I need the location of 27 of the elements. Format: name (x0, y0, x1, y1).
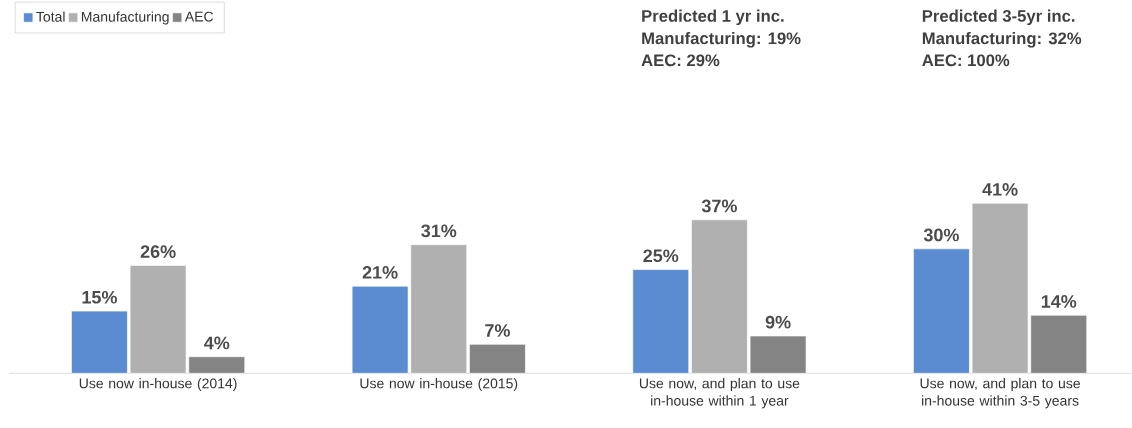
data-label: 37% (701, 199, 737, 213)
text: Manufacturing: 32% (922, 31, 1082, 48)
x-tick-label: Use now in-house (2014) (79, 378, 237, 392)
data-label: 7% (485, 324, 510, 337)
data-label: 31% (421, 224, 457, 238)
text: AEC: 100% (922, 54, 1010, 67)
text: AEC: 29% (641, 54, 720, 67)
x-tick-label: Use now in-house (2015) (360, 378, 518, 392)
legend-label: AEC (184, 11, 214, 22)
legend-label: Total (36, 11, 65, 22)
x-tick-label: Use now, and plan to use in-house within 1 year (639, 378, 800, 409)
data-label: 9% (765, 315, 791, 329)
text: Manufacturing: 19% (642, 31, 801, 48)
bar (632, 269, 690, 374)
data-label: 4% (204, 336, 230, 350)
data-label: 15% (82, 290, 117, 304)
data-label: 41% (982, 183, 1018, 196)
legend-label: Manufacturing (81, 11, 169, 25)
data-label: 30% (923, 228, 959, 242)
data-label: 21% (362, 266, 398, 279)
data-label: 26% (140, 245, 176, 258)
text: Predicted 3-5yr inc. (922, 9, 1075, 26)
data-label: 25% (643, 249, 679, 263)
data-label: 14% (1041, 295, 1077, 308)
text: Predicted 1 yr inc. (642, 9, 784, 26)
x-tick-label: Use now, and plan to use in-house within 3-5 years (920, 378, 1080, 409)
bar (469, 343, 526, 374)
